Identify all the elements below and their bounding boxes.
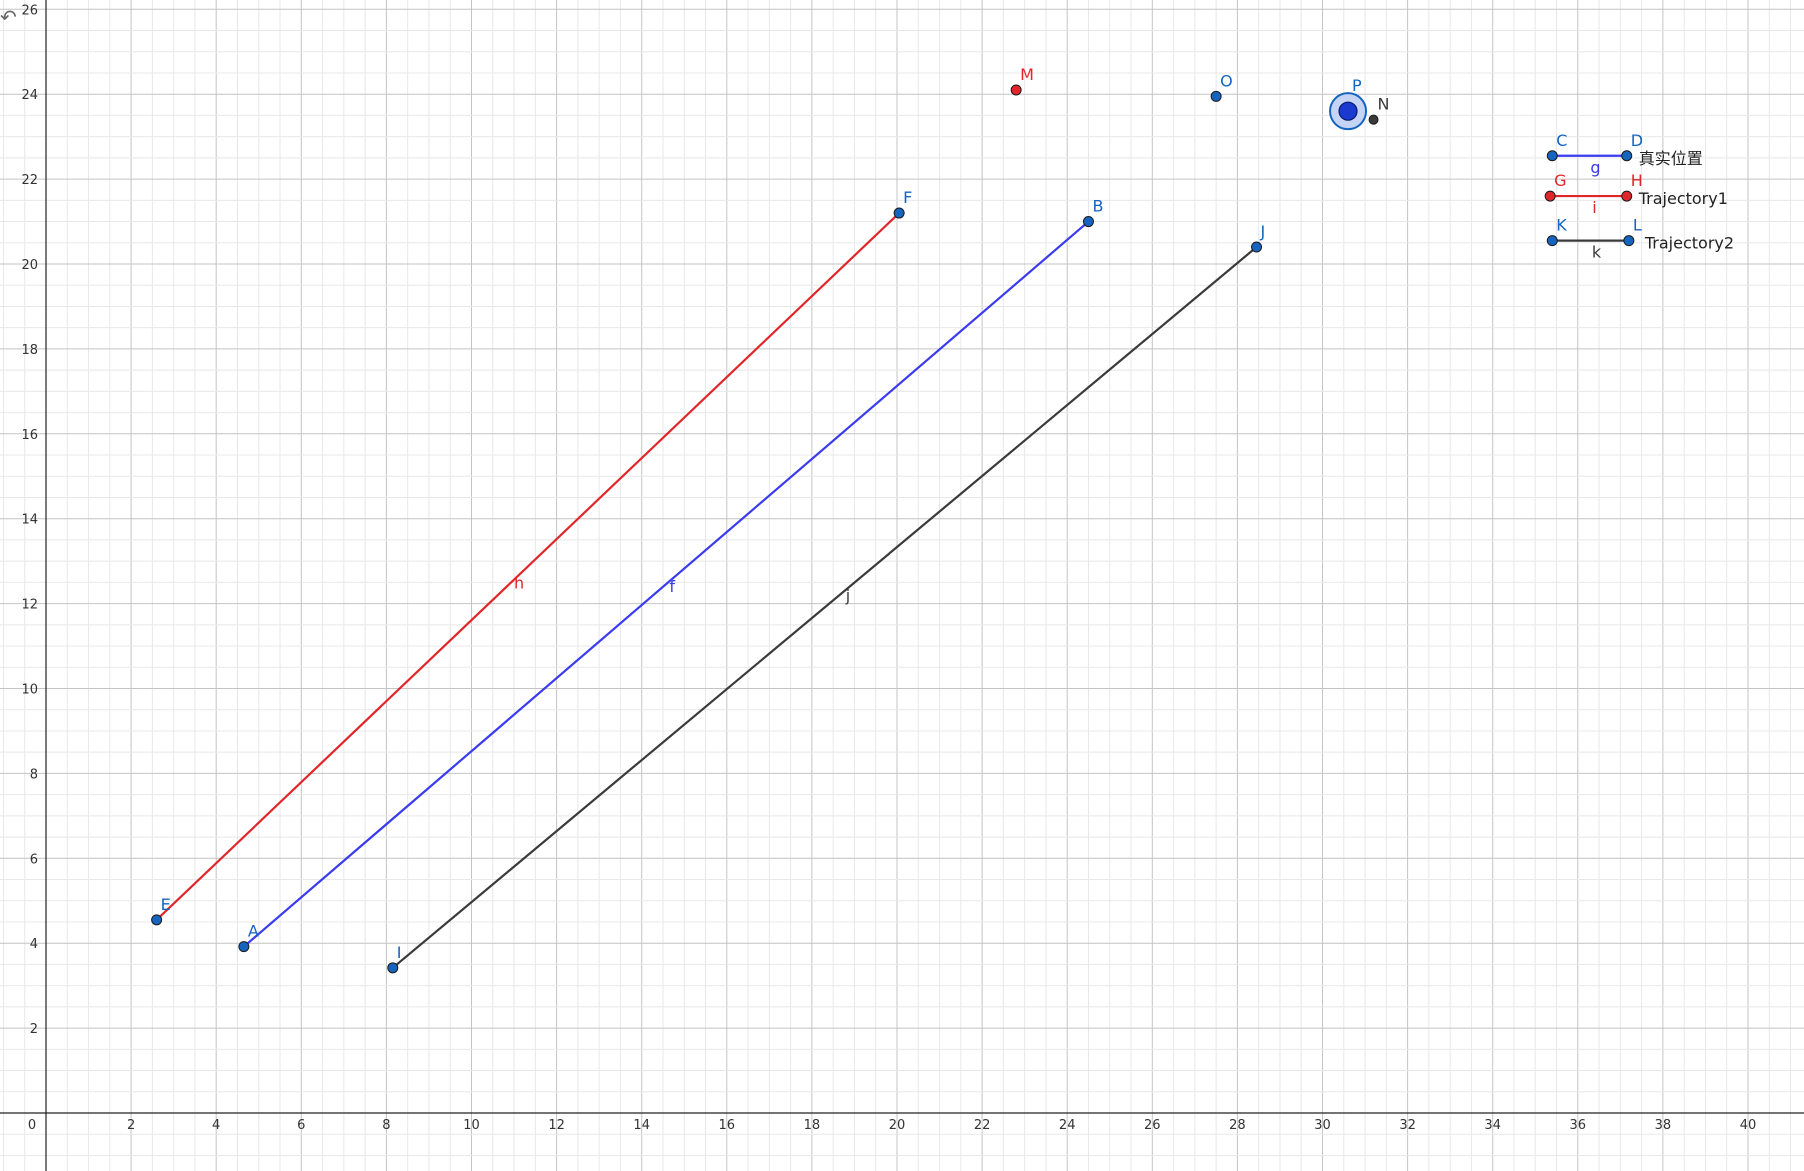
point-label-A: A (248, 922, 259, 941)
point-C[interactable] (1546, 150, 1558, 162)
point-label-L: L (1633, 216, 1642, 235)
point-J[interactable] (1251, 241, 1263, 253)
x-tick-label: 30 (1314, 1118, 1331, 1133)
point-label-C: C (1556, 131, 1567, 150)
point-F[interactable] (893, 207, 905, 219)
y-tick-label: 22 (21, 173, 38, 188)
point-L[interactable] (1623, 235, 1635, 247)
segment-label-i: i (1592, 198, 1596, 217)
y-tick-label: 10 (21, 683, 38, 698)
undo-icon[interactable]: ↶ (0, 5, 17, 29)
point-K[interactable] (1546, 235, 1558, 247)
point-N[interactable] (1368, 114, 1379, 125)
point-label-B: B (1092, 197, 1103, 216)
x-tick-label: 38 (1655, 1118, 1672, 1133)
legend-label: 真实位置 (1639, 149, 1703, 168)
x-tick-label: 6 (297, 1118, 305, 1133)
y-tick-label: 12 (21, 598, 38, 613)
points: E F A B I J M O N C D G H K L P (151, 65, 1643, 974)
y-tick-label: 20 (21, 258, 38, 273)
segment-label-h: h (514, 574, 524, 593)
y-tick-label: 2 (30, 1022, 38, 1037)
legend: 真实位置 Trajectory1 Trajectory2 (1638, 149, 1734, 253)
x-tick-label: 18 (804, 1118, 821, 1133)
y-tick-label: 14 (21, 513, 38, 528)
x-tick-label: 34 (1484, 1118, 1501, 1133)
x-tick-label: 32 (1399, 1118, 1416, 1133)
x-tick-label: 2 (127, 1118, 135, 1133)
x-tick-label: 10 (463, 1118, 480, 1133)
x-tick-label: 8 (382, 1118, 390, 1133)
point-M[interactable] (1010, 84, 1022, 96)
x-tick-label: 0 (28, 1118, 36, 1133)
y-tick-label: 8 (30, 767, 38, 782)
x-tick-label: 20 (889, 1118, 906, 1133)
segment-h[interactable] (155, 211, 901, 921)
point-label-O: O (1220, 71, 1233, 90)
point-H[interactable] (1621, 190, 1633, 202)
point-I[interactable] (387, 962, 399, 974)
point-label-N: N (1378, 95, 1390, 114)
x-tick-label: 26 (1144, 1118, 1161, 1133)
point-label-F: F (903, 188, 912, 207)
segment-label-f: f (669, 577, 675, 596)
legend-label: Trajectory1 (1638, 189, 1728, 208)
y-tick-label: 6 (30, 852, 38, 867)
y-tick-label: 24 (21, 88, 38, 103)
x-tick-label: 12 (548, 1118, 565, 1133)
segment-label-j: j (845, 586, 850, 605)
segment-j[interactable] (391, 245, 1258, 969)
point-B[interactable] (1082, 216, 1094, 228)
x-tick-label: 28 (1229, 1118, 1246, 1133)
point-label-G: G (1554, 171, 1566, 190)
point-label-E: E (161, 895, 171, 914)
point-label-M: M (1020, 65, 1034, 84)
x-tick-label: 36 (1570, 1118, 1587, 1133)
x-tick-label: 14 (633, 1118, 650, 1133)
x-tick-label: 24 (1059, 1118, 1076, 1133)
point-label-H: H (1631, 171, 1643, 190)
point-label-D: D (1631, 131, 1643, 150)
point-label-J: J (1260, 222, 1266, 241)
x-tick-label: 22 (974, 1118, 991, 1133)
segments: h f j g i k (155, 154, 1630, 969)
y-tick-label: 26 (21, 3, 38, 18)
y-tick-label: 4 (30, 937, 38, 952)
y-tick-label: 18 (21, 343, 38, 358)
point-E[interactable] (151, 914, 163, 926)
segment-f[interactable] (242, 220, 1090, 948)
point-label-I: I (397, 943, 402, 962)
point-G[interactable] (1544, 190, 1556, 202)
point-D[interactable] (1621, 150, 1633, 162)
legend-label: Trajectory2 (1644, 234, 1734, 253)
point-O[interactable] (1210, 90, 1222, 102)
x-tick-label: 4 (212, 1118, 220, 1133)
point-A[interactable] (238, 941, 250, 953)
segment-label-k: k (1592, 243, 1602, 262)
point-P[interactable] (1338, 101, 1358, 121)
x-tick-label: 16 (719, 1118, 736, 1133)
x-tick-label: 40 (1740, 1118, 1757, 1133)
y-tick-label: 16 (21, 428, 38, 443)
point-label-P: P (1352, 76, 1362, 95)
segment-label-g: g (1590, 158, 1600, 177)
point-label-K: K (1556, 216, 1567, 235)
